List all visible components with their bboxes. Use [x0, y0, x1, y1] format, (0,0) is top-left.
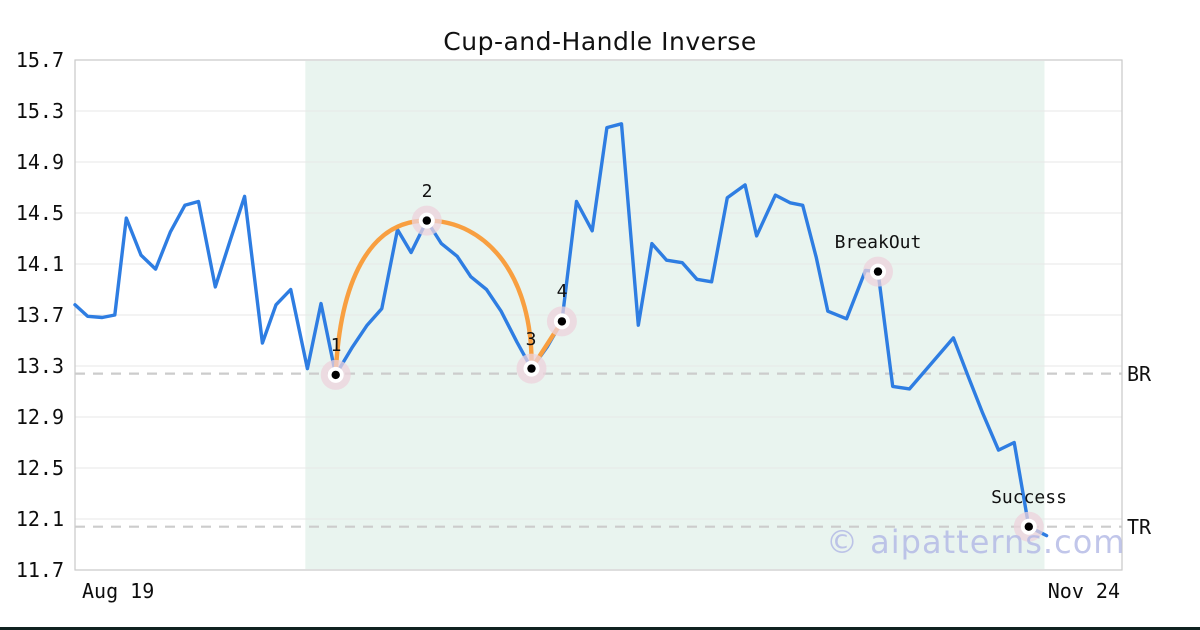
x-axis-start-label: Aug 19 [82, 579, 155, 603]
marker-label-breakout: BreakOut [834, 232, 922, 253]
marker-dot [422, 216, 431, 225]
marker-label-2: 2 [421, 181, 433, 202]
marker-label-4: 4 [556, 281, 568, 302]
y-tick-label: 12.5 [15, 456, 64, 480]
y-tick-label: 12.9 [15, 405, 64, 429]
y-tick-label: 14.9 [15, 150, 64, 174]
y-tick-label: 15.3 [15, 99, 64, 123]
marker-dot [1024, 522, 1034, 531]
y-tick-label: 11.7 [15, 558, 64, 582]
marker-label-success: Success [991, 487, 1067, 508]
marker-dot [873, 267, 883, 276]
y-tick-label: 13.7 [15, 303, 64, 327]
chart-title: Cup-and-Handle Inverse [443, 27, 757, 56]
y-tick-label: 14.1 [15, 252, 64, 276]
marker-dot [557, 317, 567, 326]
bottom-accent-bar [0, 627, 1200, 630]
y-tick-label: 13.3 [15, 354, 64, 378]
y-tick-label: 14.5 [15, 201, 64, 225]
threshold-label-br: BR [1127, 362, 1152, 386]
marker-dot [527, 364, 536, 373]
marker-label-3: 3 [525, 329, 537, 350]
y-tick-label: 15.7 [15, 48, 64, 72]
watermark: © aipatterns.com [826, 523, 1126, 561]
threshold-label-tr: TR [1127, 515, 1152, 539]
marker-label-1: 1 [330, 335, 342, 356]
plot-border [74, 59, 1123, 571]
x-axis-end-label: Nov 24 [1047, 579, 1120, 603]
marker-dot [331, 370, 340, 380]
y-tick-label: 12.1 [15, 507, 64, 531]
